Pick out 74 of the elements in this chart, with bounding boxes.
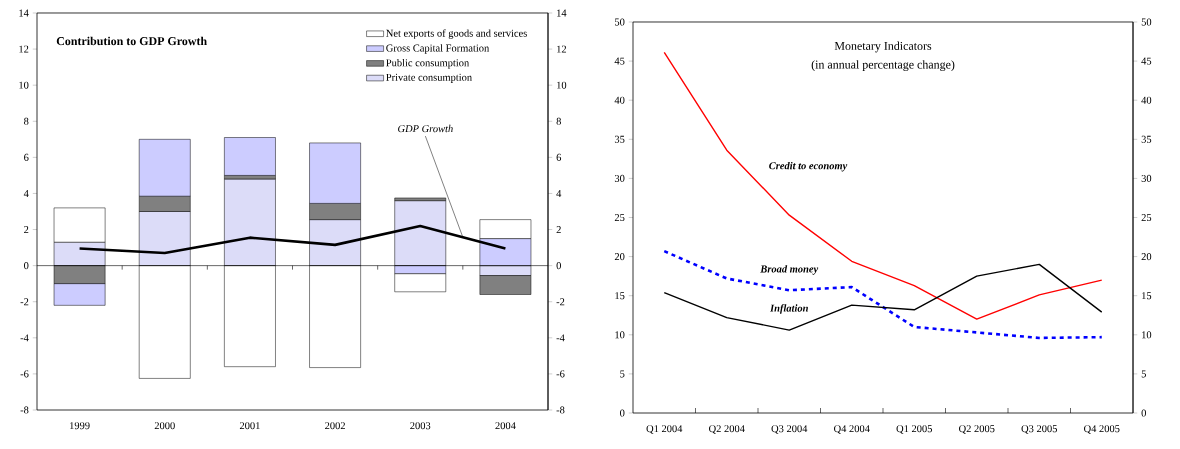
- y2-tick-label: 25: [1141, 213, 1152, 222]
- y2-tick-label: 10: [557, 81, 567, 89]
- y-tick-label: -4: [20, 334, 29, 342]
- y2-tick-label: 50: [1141, 18, 1152, 26]
- x-tick-label: 2003: [410, 422, 431, 430]
- x-tick-label: Q2 2005: [959, 425, 995, 434]
- y2-tick-label: -4: [556, 334, 565, 342]
- y-tick-label: 8: [24, 117, 29, 125]
- y-tick-label: 40: [614, 96, 625, 104]
- legend-label: Gross Capital Formation: [386, 44, 490, 54]
- y-tick-label: 30: [614, 174, 625, 182]
- x-tick-label: Q3 2004: [771, 425, 808, 434]
- line-series: [663, 263, 1103, 331]
- y-tick-label: 10: [19, 81, 29, 89]
- x-tick-label: Q4 2004: [834, 425, 870, 434]
- series-label: Inflation: [769, 304, 808, 314]
- y-tick-label: 15: [615, 292, 625, 300]
- y2-tick-label: 2: [556, 226, 561, 234]
- legend-label: Public consumption: [386, 59, 470, 69]
- y-tick-label: 6: [24, 153, 29, 161]
- y2-tick-label: 0: [1141, 409, 1146, 417]
- y2-tick-label: 14: [557, 9, 567, 17]
- x-tick-label: 2001: [239, 422, 260, 430]
- y-tick-label: 25: [614, 213, 625, 222]
- text: (in annual percentage change): [811, 60, 955, 72]
- x-tick-label: 2000: [154, 422, 175, 430]
- y-tick-label: 50: [615, 18, 625, 26]
- y2-tick-label: -2: [556, 298, 565, 306]
- y2-tick-label: 4: [556, 190, 562, 197]
- y2-tick-label: 45: [1141, 57, 1152, 65]
- y-tick-label: 20: [614, 253, 625, 261]
- x-tick-label: 2002: [325, 422, 345, 430]
- y-tick-label: 4: [23, 190, 29, 197]
- x-tick-label: Q3 2005: [1021, 425, 1057, 434]
- y-tick-label: 14: [19, 9, 29, 17]
- legend-label: Private consumption: [386, 73, 472, 83]
- y-tick-label: 10: [615, 331, 625, 339]
- y-tick-label: 12: [19, 45, 29, 53]
- y2-tick-label: -8: [556, 406, 565, 414]
- y-tick-label: 35: [614, 135, 625, 143]
- y-tick-label: -8: [20, 406, 29, 414]
- y2-tick-label: 15: [1142, 292, 1152, 300]
- y2-tick-label: 20: [1141, 253, 1152, 261]
- y2-tick-label: 8: [556, 117, 561, 125]
- y2-tick-label: 40: [1141, 96, 1152, 104]
- y2-tick-label: -6: [556, 370, 565, 378]
- x-tick-label: 2004: [495, 422, 516, 430]
- text: Monetary Indicators: [834, 41, 932, 53]
- y2-tick-label: 35: [1141, 135, 1152, 143]
- series-label: Broad money: [760, 265, 819, 275]
- text: GDP Growth: [398, 124, 453, 133]
- x-tick-label: 1999: [70, 422, 90, 430]
- x-tick-label: Q4 2005: [1084, 425, 1120, 434]
- y2-tick-label: 30: [1141, 174, 1152, 182]
- line-series: [663, 51, 1103, 320]
- series-label: Credit to economy: [769, 161, 848, 172]
- x-tick-label: Q2 2004: [709, 425, 745, 434]
- y2-tick-label: 6: [556, 153, 562, 161]
- y-tick-label: 2: [24, 226, 29, 234]
- y2-tick-label: 5: [1141, 370, 1146, 378]
- y-tick-label: -2: [20, 298, 29, 306]
- bar: [224, 137, 276, 176]
- y2-tick-label: 0: [556, 262, 561, 270]
- text: Contribution to GDP Growth: [56, 36, 207, 46]
- y2-tick-label: 10: [1142, 331, 1152, 339]
- y-tick-label: 0: [620, 409, 625, 417]
- x-tick-label: Q1 2004: [646, 425, 683, 434]
- y-tick-label: 5: [620, 370, 625, 378]
- legend-label: Net exports of goods and services: [386, 29, 527, 39]
- x-tick-label: Q1 2005: [896, 425, 932, 434]
- y-tick-label: -6: [20, 370, 29, 378]
- y2-tick-label: 12: [557, 45, 567, 53]
- y-tick-label: 45: [614, 57, 625, 65]
- y-tick-label: 0: [24, 262, 29, 270]
